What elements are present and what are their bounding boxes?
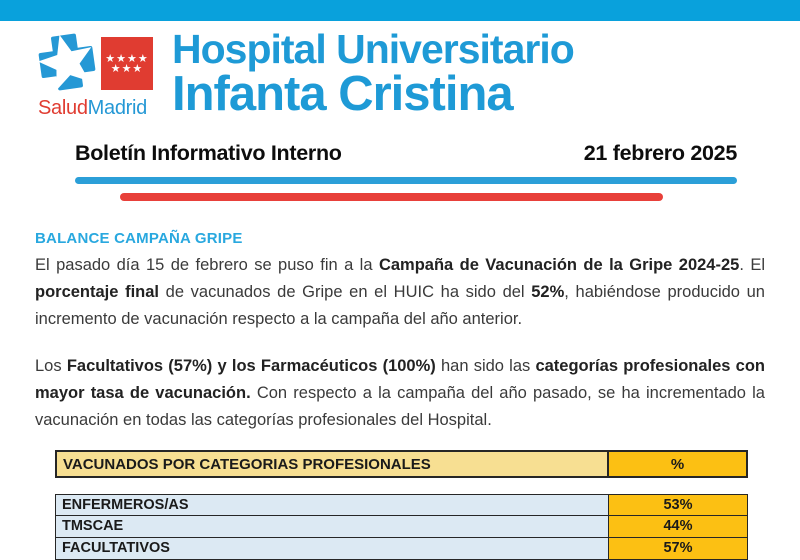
paragraph-segment: han sido las <box>435 357 536 375</box>
paragraph-campaign-summary: El pasado día 15 de febrero se puso fin … <box>35 252 765 333</box>
bulletin-title: Boletín Informativo Interno <box>75 141 342 165</box>
table-header-category: VACUNADOS POR CATEGORIAS PROFESIONALES <box>55 450 609 478</box>
table-row: TMSCAE 44% <box>55 516 748 538</box>
table-row-label: FACULTATIVOS <box>55 538 609 560</box>
table-header-row: VACUNADOS POR CATEGORIAS PROFESIONALES % <box>55 450 748 478</box>
logo-emblem: ★★★★ ★★★ <box>38 32 173 92</box>
paragraph-segment: Facultativos (57%) y los Farmacéuticos (… <box>66 357 436 375</box>
section-heading: BALANCE CAMPAÑA GRIPE <box>35 230 243 247</box>
bulletin-date: 21 febrero 2025 <box>583 141 738 165</box>
paragraph-segment: Los <box>35 357 67 375</box>
cross-star-icon <box>38 33 96 91</box>
paragraph-segment: Con respecto a la campaña del año pasado… <box>35 384 765 429</box>
vaccination-table-body: ENFERMEROS/AS 53% TMSCAE 44% FACULTATIVOS 57% <box>55 494 748 560</box>
table-row: ENFERMEROS/AS 53% <box>55 494 748 516</box>
salud-madrid-logo: ★★★★ ★★★ SaludMadrid <box>38 32 173 120</box>
bulletin-header: Boletín Informativo Interno 21 febrero 2… <box>75 141 737 166</box>
hospital-title-line1: Hospital Universitario <box>172 26 575 72</box>
table-row-value: 57% <box>609 538 748 560</box>
hospital-title: Hospital Universitario Infanta Cristina <box>172 26 575 121</box>
star-icon <box>38 34 92 91</box>
logo-salud-text: Salud <box>38 97 88 119</box>
paragraph-segment: 52% <box>531 283 565 301</box>
table-header-percent: % <box>609 450 748 478</box>
paragraph-segment: , habiéndose producido un incremento de … <box>35 283 765 328</box>
flag-stars-bottom: ★★★ <box>110 62 144 75</box>
table-row-label: ENFERMEROS/AS <box>55 494 609 516</box>
logo-wordmark: SaludMadrid <box>38 97 173 120</box>
paragraph-segment: porcentaje final <box>35 283 160 301</box>
blue-divider <box>75 177 737 184</box>
paragraph-segment: categorías profesionales con mayor tasa … <box>35 357 766 402</box>
table-row-value: 53% <box>609 494 748 516</box>
paragraph-segment: Campaña de Vacunación de la Gripe 2024-2… <box>378 256 740 274</box>
table-row-value: 44% <box>609 516 748 538</box>
logo-madrid-text: Madrid <box>87 97 148 119</box>
hospital-title-line2: Infanta Cristina <box>172 67 514 121</box>
table-row: FACULTATIVOS 57% <box>55 538 748 560</box>
table-row-label: TMSCAE <box>55 516 609 538</box>
paragraph-segment: El pasado día 15 de febrero se puso fin … <box>35 256 379 274</box>
red-divider <box>120 193 663 201</box>
vaccination-table-header: VACUNADOS POR CATEGORIAS PROFESIONALES % <box>55 450 748 478</box>
paragraph-segment: de vacunados de Gripe en el HUIC ha sido… <box>159 283 532 301</box>
paragraph-segment: . El <box>739 256 765 274</box>
flag-stars-top: ★★★★ <box>105 52 149 65</box>
paragraph-categories-summary: Los Facultativos (57%) y los Farmacéutic… <box>35 353 765 434</box>
top-accent-bar <box>0 0 800 21</box>
madrid-flag-icon: ★★★★ ★★★ <box>101 37 153 90</box>
